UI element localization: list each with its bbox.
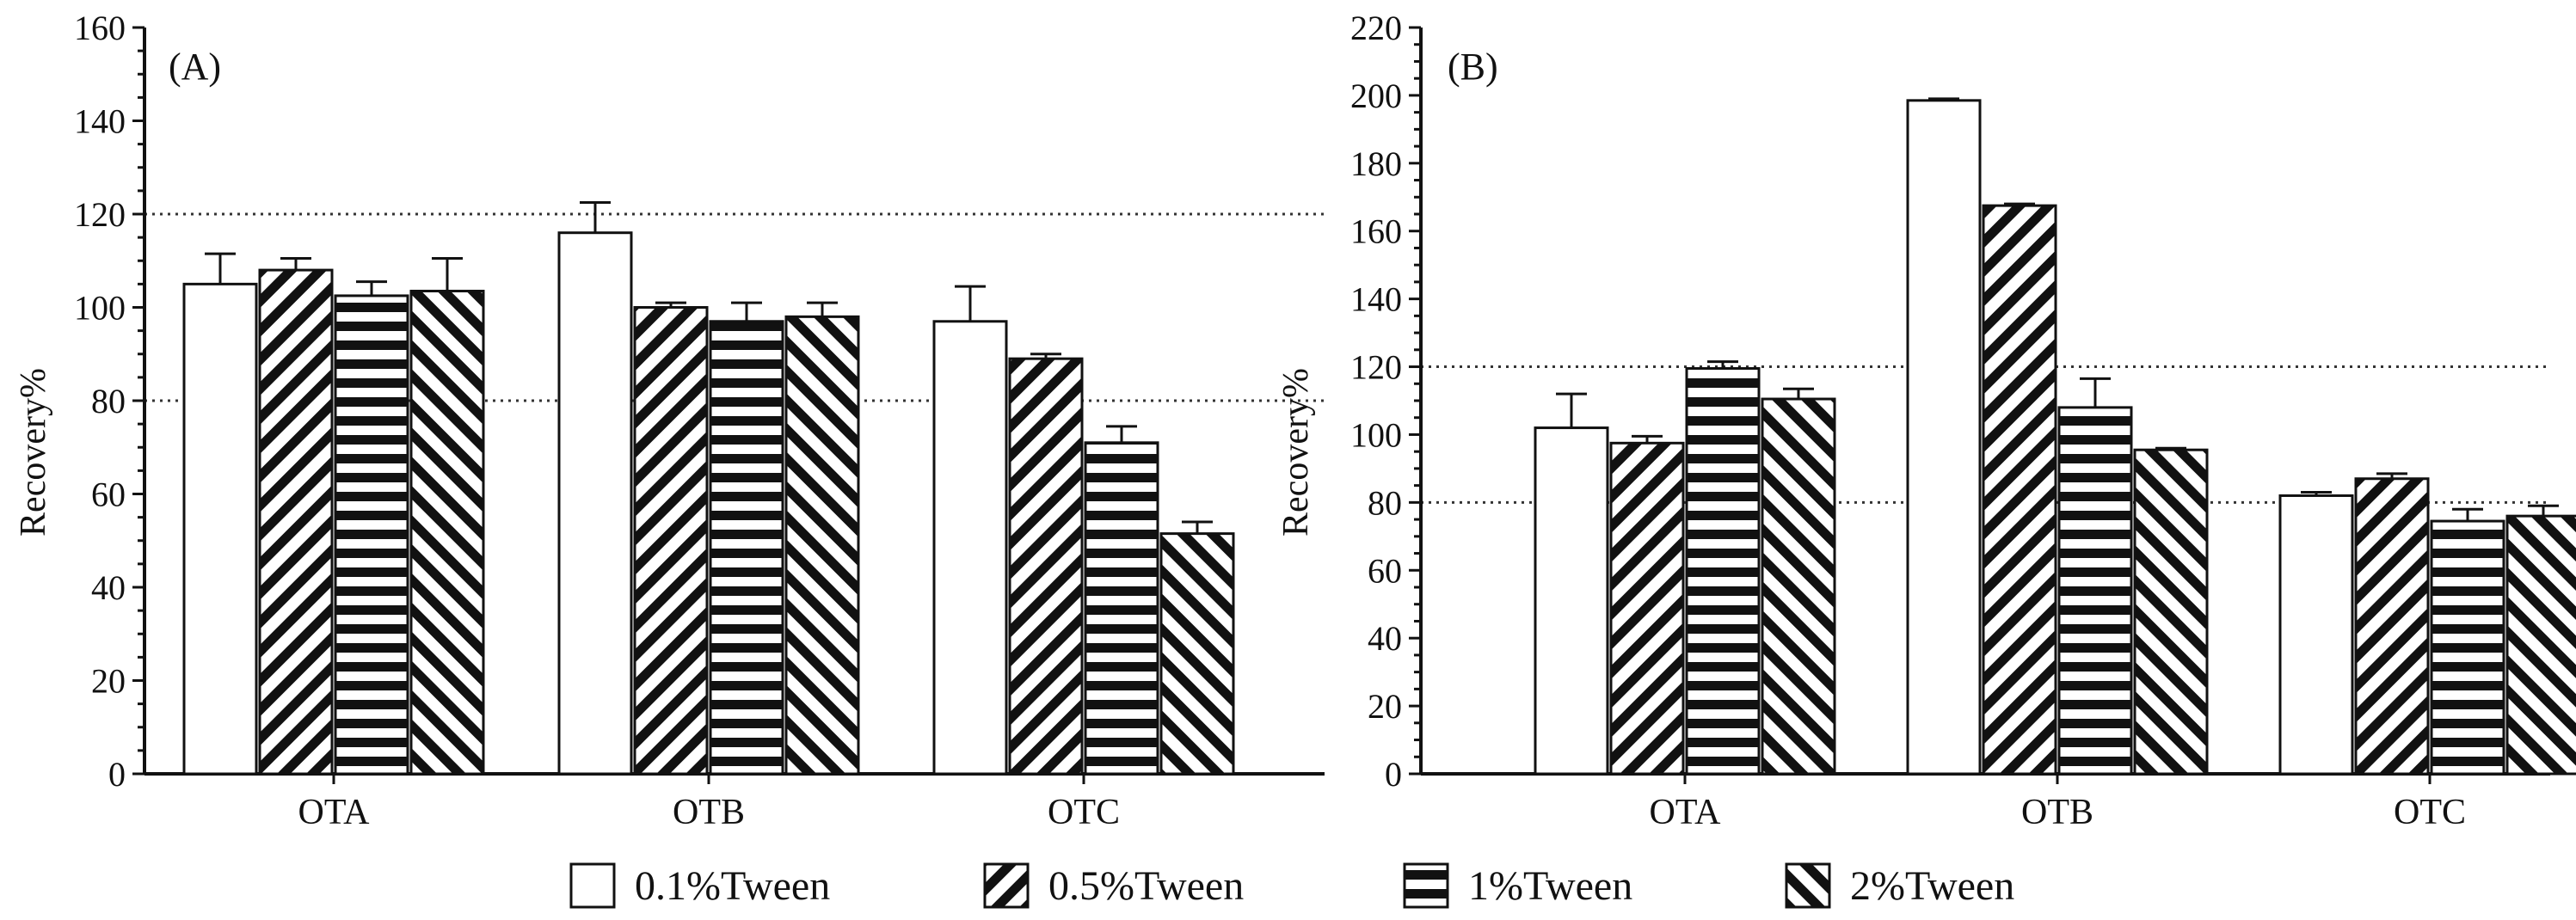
panel-label: (A) <box>169 46 221 88</box>
bar-ota-series-4 <box>409 290 485 776</box>
bar-otc-series-1 <box>2278 494 2354 776</box>
y-tick-label: 80 <box>91 382 126 420</box>
y-tick-label: 140 <box>74 102 126 141</box>
y-tick-label: 60 <box>91 475 126 514</box>
bar-otc-series-2 <box>1008 357 1084 776</box>
legend-label-4: 2%Tween <box>1850 863 2014 909</box>
bar-ota-series-1 <box>182 282 258 776</box>
y-tick-label: 180 <box>1350 144 1402 183</box>
y-tick-label: 120 <box>74 195 126 234</box>
x-category-label: OTB <box>673 793 745 832</box>
y-tick-label: 60 <box>1368 551 1402 590</box>
bar-ota-series-1 <box>1534 426 1609 776</box>
x-category-label: OTA <box>298 793 371 832</box>
bar-ota-series-3 <box>334 294 409 776</box>
bar-otb-series-2 <box>1982 204 2057 776</box>
y-tick-label: 80 <box>1368 483 1402 522</box>
y-tick-label: 200 <box>1350 77 1402 115</box>
legend-swatch-2 <box>983 862 1030 909</box>
legend-label-2: 0.5%Tween <box>1048 863 1244 909</box>
bar-otc-series-3 <box>1084 441 1159 776</box>
bar-otb-series-4 <box>2133 448 2209 776</box>
bar-otc-series-4 <box>1159 532 1235 776</box>
legend-label-3: 1%Tween <box>1468 863 1632 909</box>
panel-label: (B) <box>1448 46 1498 88</box>
x-category-label: OTB <box>2021 793 2093 832</box>
bar-otc-series-2 <box>2354 477 2430 776</box>
bar-ota-series-3 <box>1685 367 1761 776</box>
y-tick-label: 100 <box>1350 415 1402 454</box>
bar-ota-series-2 <box>258 268 334 776</box>
bar-otc-series-3 <box>2430 519 2505 776</box>
bar-otb-series-4 <box>784 315 860 776</box>
bar-otb-series-2 <box>633 306 709 776</box>
y-tick-label: 220 <box>1350 9 1402 47</box>
y-axis-title: Recovery% <box>1276 368 1316 537</box>
y-tick-label: 0 <box>108 755 126 794</box>
bar-otb-series-3 <box>2057 406 2133 776</box>
chart-legend: 0.1%Tween 0.5%Tween 1%Tween 2%Tween <box>569 862 2014 909</box>
bar-ota-series-2 <box>1609 441 1685 776</box>
legend-swatch-3 <box>1403 862 1449 909</box>
legend-label-1: 0.1%Tween <box>635 863 830 909</box>
chart-panel-a: 0 20 40 60 80 100 120 140 160 Recovery% (A) OTA OTB O… <box>14 9 1325 832</box>
chart-panel-b: 0 20 40 60 80 100 120 140 160 180 200 220 Recovery% (… <box>1276 9 2576 832</box>
bar-otc-series-4 <box>2505 514 2576 776</box>
y-tick-label: 160 <box>1350 212 1402 251</box>
bar-otc-series-1 <box>932 320 1008 776</box>
bar-otb-series-3 <box>709 320 784 776</box>
y-tick-label: 160 <box>74 9 126 47</box>
y-tick-label: 120 <box>1350 348 1402 387</box>
legend-swatch-4 <box>1785 862 1831 909</box>
y-tick-label: 40 <box>1368 619 1402 658</box>
y-tick-label: 0 <box>1385 755 1402 794</box>
y-tick-label: 100 <box>74 289 126 328</box>
legend-swatch-1 <box>569 862 616 909</box>
x-category-label: OTC <box>1048 793 1120 832</box>
x-category-label: OTA <box>1650 793 1722 832</box>
y-tick-label: 140 <box>1350 280 1402 319</box>
bar-ota-series-4 <box>1761 397 1836 776</box>
y-tick-label: 20 <box>91 662 126 701</box>
x-category-label: OTC <box>2394 793 2466 832</box>
bar-otb-series-1 <box>1906 99 1982 776</box>
y-tick-label: 40 <box>91 568 126 607</box>
y-axis-title: Recovery% <box>14 368 53 537</box>
bar-otb-series-1 <box>557 231 633 776</box>
y-tick-label: 20 <box>1368 687 1402 726</box>
